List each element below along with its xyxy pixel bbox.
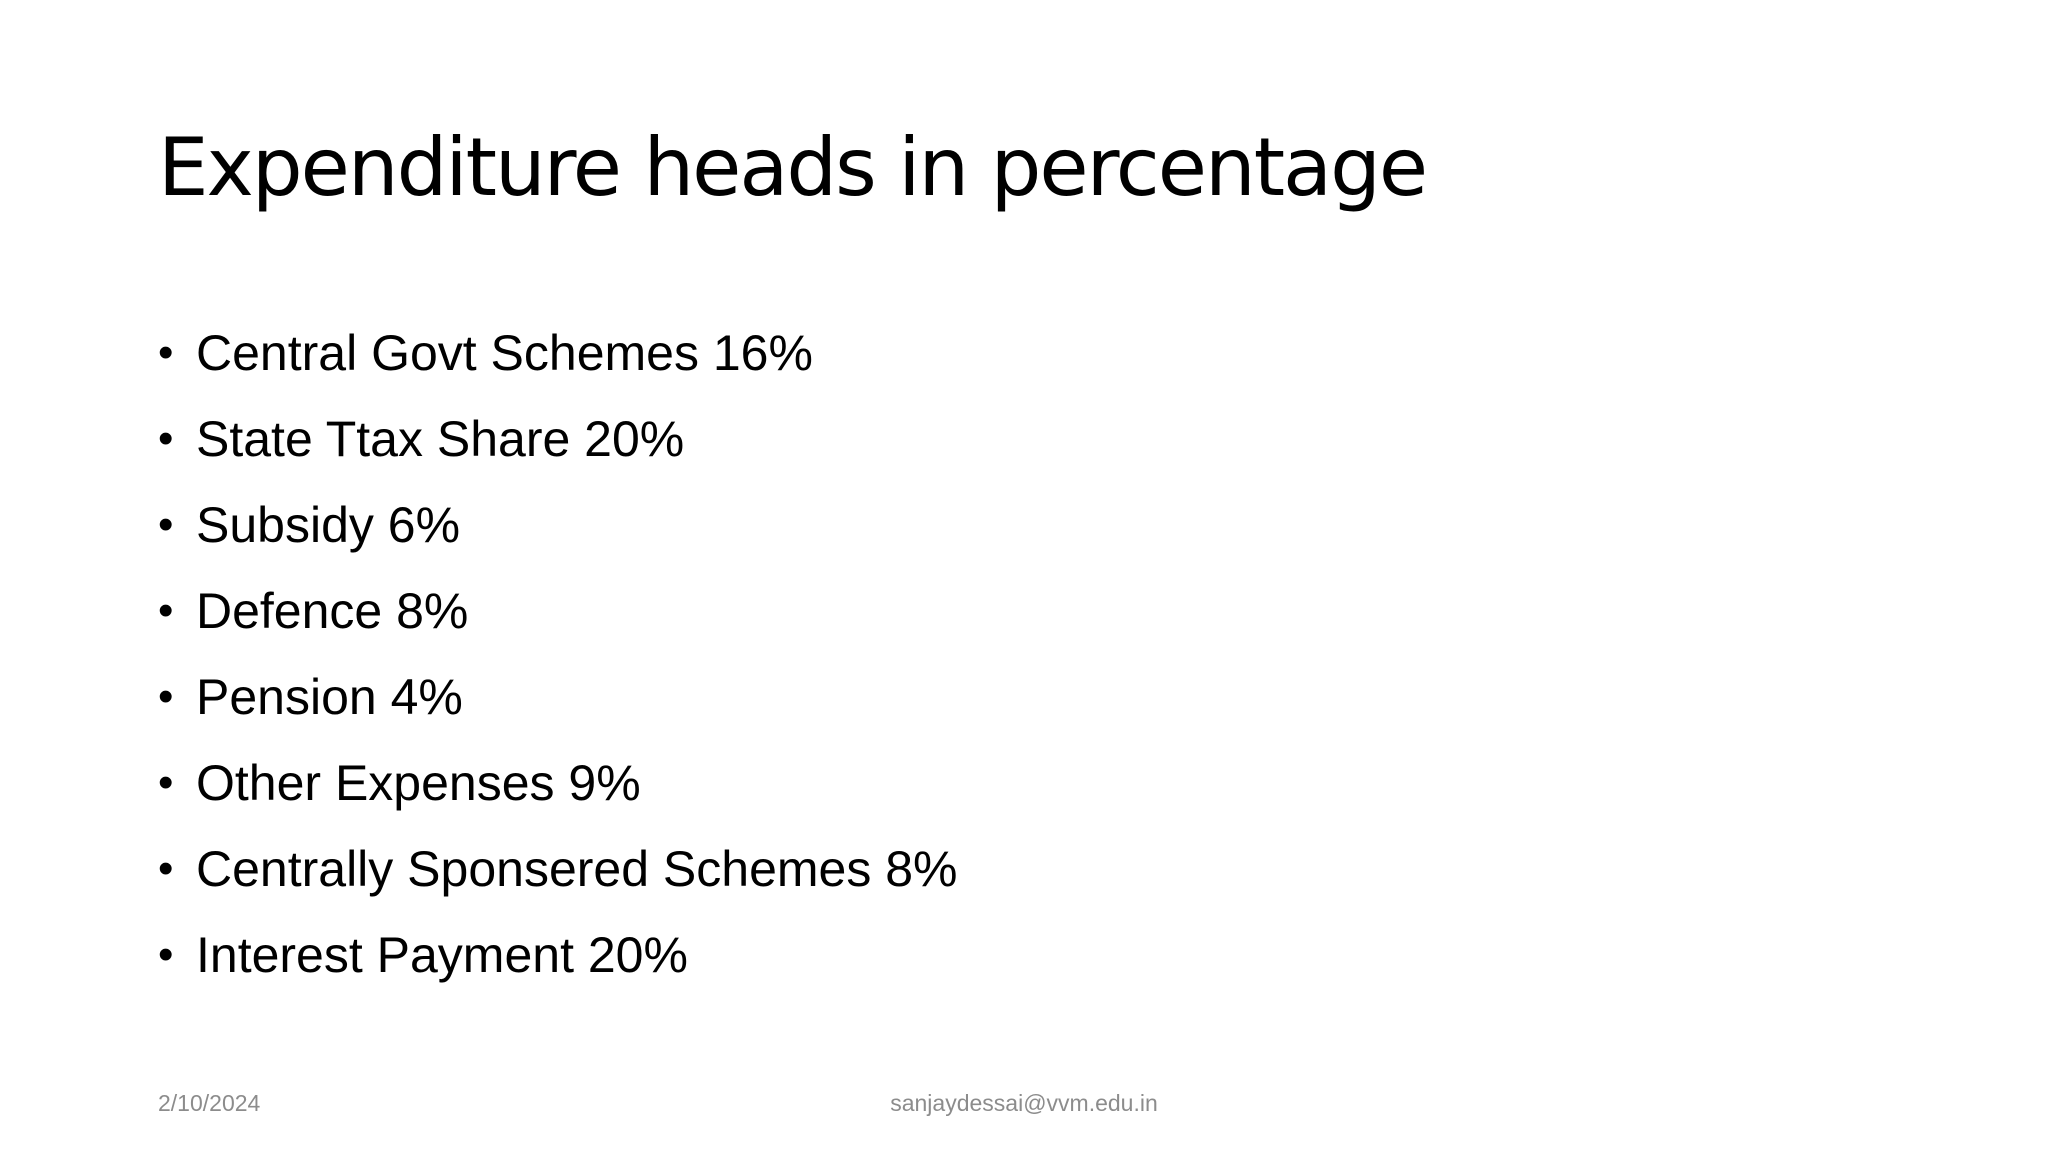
bullet-icon: •	[158, 500, 174, 549]
list-item: • State Ttax Share 20%	[158, 396, 958, 482]
list-item: • Pension 4%	[158, 654, 958, 740]
list-item: • Subsidy 6%	[158, 482, 958, 568]
bullet-text: Pension 4%	[196, 669, 463, 725]
bullet-list: • Central Govt Schemes 16% • State Ttax …	[158, 310, 958, 998]
bullet-text: Other Expenses 9%	[196, 755, 641, 811]
bullet-text: State Ttax Share 20%	[196, 411, 685, 467]
bullet-text: Centrally Sponsered Schemes 8%	[196, 841, 958, 897]
list-item: • Central Govt Schemes 16%	[158, 310, 958, 396]
bullet-text: Interest Payment 20%	[196, 927, 688, 983]
bullet-icon: •	[158, 672, 174, 721]
bullet-text: Subsidy 6%	[196, 497, 461, 553]
footer-email: sanjaydessai@vvm.edu.in	[890, 1090, 1158, 1116]
bullet-icon: •	[158, 328, 174, 377]
bullet-icon: •	[158, 586, 174, 635]
bullet-icon: •	[158, 930, 174, 979]
list-item: • Defence 8%	[158, 568, 958, 654]
footer-date: 2/10/2024	[158, 1090, 261, 1116]
list-item: • Centrally Sponsered Schemes 8%	[158, 826, 958, 912]
bullet-icon: •	[158, 758, 174, 807]
bullet-icon: •	[158, 844, 174, 893]
list-item: • Other Expenses 9%	[158, 740, 958, 826]
bullet-text: Defence 8%	[196, 583, 469, 639]
slide-title: Expenditure heads in percentage	[158, 121, 1428, 214]
list-item: • Interest Payment 20%	[158, 912, 958, 998]
bullet-text: Central Govt Schemes 16%	[196, 325, 813, 381]
bullet-icon: •	[158, 414, 174, 463]
